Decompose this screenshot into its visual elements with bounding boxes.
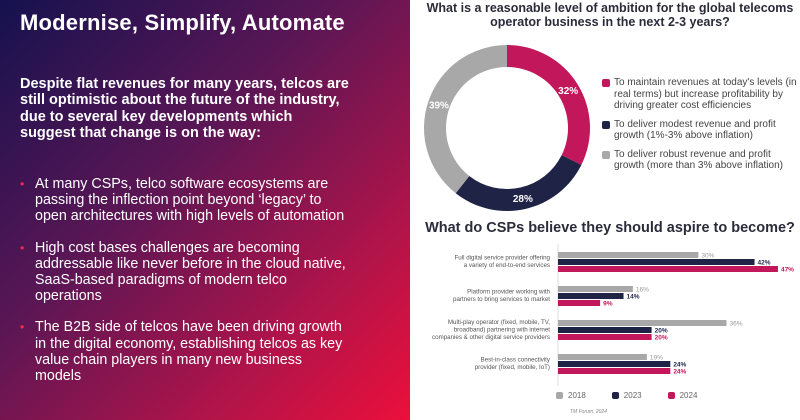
bar-value-label: 42% [758, 260, 771, 267]
bullet-icon: • [20, 240, 25, 255]
bar-chart-title: What do CSPs believe they should aspire … [425, 220, 795, 236]
legend-swatch [556, 392, 563, 399]
legend-label: 2023 [623, 391, 642, 400]
legend-item: To deliver modest revenue and profit gro… [602, 119, 800, 142]
bar-value-label: 30% [701, 253, 714, 260]
legend-label: To deliver robust revenue and profit gro… [614, 148, 783, 172]
legend-item: 2024 [667, 391, 698, 400]
bar-value-label: 24% [673, 369, 686, 376]
legend-item: To deliver robust revenue and profit gro… [602, 149, 800, 172]
category-label: Multi-play operator (fixed, mobile, TV, [448, 319, 550, 326]
legend-swatch [611, 392, 619, 399]
legend-swatch [602, 79, 610, 87]
bar [558, 361, 671, 367]
slice-label: 28% [513, 194, 533, 205]
bar-value-label: 36% [729, 321, 742, 328]
bar-value-label: 24% [673, 362, 686, 369]
category-label: Platform provider working with [467, 289, 550, 296]
legend-swatch [602, 150, 610, 159]
legend-label: To maintain revenues at today's levels (… [614, 77, 797, 111]
slice-label: 32% [558, 86, 578, 97]
bar [558, 354, 647, 360]
bar-value-label: 9% [603, 301, 613, 308]
bar [558, 266, 778, 272]
bar [558, 252, 699, 258]
slice-label: 39% [429, 100, 449, 111]
category-label: Full digital service provider offering [455, 255, 551, 262]
bar-value-label: 16% [636, 287, 649, 294]
bar-chart: Full digital service provider offeringa … [432, 244, 794, 386]
bar-value-label: 20% [655, 335, 668, 342]
legend-label: 2024 [679, 391, 698, 400]
bar-value-label: 14% [627, 294, 640, 301]
left-panel: Modernise, Simplify, Automate Despite fl… [0, 0, 410, 420]
bar-legend: 2018 2023 2024 [556, 391, 697, 400]
legend-swatch [667, 392, 675, 399]
category-label: a variety of end-to-end services [464, 262, 550, 269]
bar [558, 293, 624, 299]
donut-slice [424, 45, 507, 194]
bar-value-label: 20% [655, 328, 668, 335]
bar [558, 259, 755, 265]
legend-item: 2023 [611, 391, 642, 400]
bar-value-label: 19% [650, 355, 663, 362]
category-label: Best-in-class connectivity [481, 357, 551, 364]
donut-title: What is a reasonable level of ambition f… [426, 1, 794, 29]
legend-label: To deliver modest revenue and profit gro… [614, 118, 776, 142]
donut-slice [455, 155, 582, 211]
bar [558, 327, 652, 333]
category-label: partners to bring services to market [453, 296, 550, 303]
bullet-icon: • [20, 177, 25, 191]
legend-swatch [602, 120, 610, 129]
bar [558, 286, 633, 292]
bar [558, 300, 601, 306]
legend-item: 2018 [556, 391, 586, 400]
category-label: provider (fixed, mobile, IoT) [475, 364, 550, 371]
bullet-list: • At many CSPs, telco software ecosystems… [20, 176, 350, 399]
source-note: TM Forum, 2024 [570, 409, 607, 415]
donut-slice [507, 45, 590, 165]
bullet-item: • High cost bases challenges are becoming… [20, 239, 346, 305]
slide-title: Modernise, Simplify, Automate [20, 10, 345, 35]
donut-chart: 32% 28% 39% [424, 45, 590, 211]
bar-value-label: 47% [781, 267, 794, 274]
category-label: companies & other digital service provid… [432, 334, 550, 341]
bar [558, 368, 671, 374]
donut-legend: To maintain revenues at today's levels (… [602, 77, 800, 179]
bullet-item: • At many CSPs, telco software ecosystems… [20, 176, 345, 225]
bullet-icon: • [20, 320, 25, 335]
category-label: broadband) partnering with internet [454, 326, 551, 333]
bullet-item: • The B2B side of telcos have been drivin… [20, 319, 343, 385]
bar [558, 320, 727, 326]
intro-text: Despite flat revenues for many years, te… [20, 76, 349, 141]
legend-item: To maintain revenues at today's levels (… [602, 77, 800, 112]
bar [558, 334, 652, 340]
legend-label: 2018 [568, 391, 586, 400]
